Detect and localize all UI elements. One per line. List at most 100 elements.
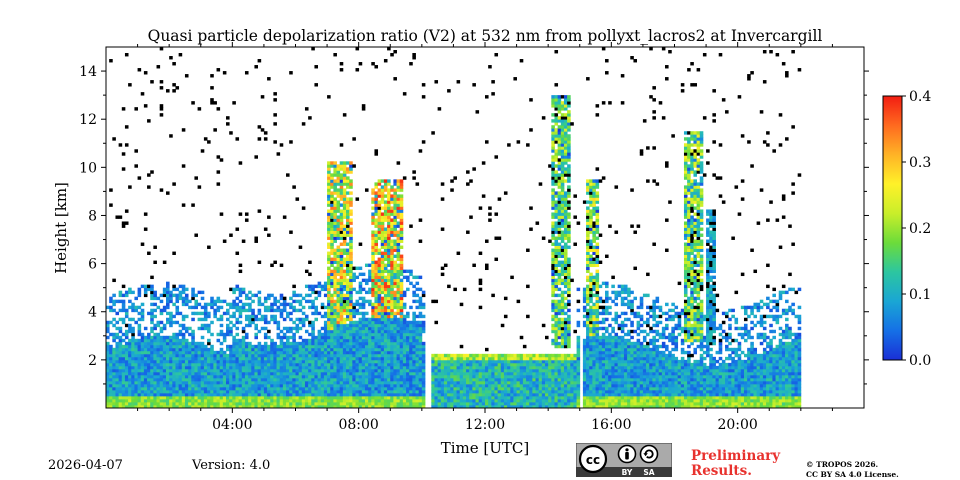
heatmap-cell	[494, 359, 499, 364]
heatmap-cell	[358, 377, 363, 382]
heatmap-cell	[169, 317, 173, 322]
heatmap-cell	[210, 377, 214, 382]
heatmap-cell	[298, 308, 303, 313]
heatmap-cell	[453, 353, 457, 358]
heatmap-cell	[169, 383, 173, 388]
heatmap-cell	[317, 311, 322, 316]
heatmap-cell	[156, 356, 161, 361]
heatmap-cell	[475, 389, 480, 394]
heatmap-cell	[497, 389, 502, 394]
heatmap-cell	[147, 341, 151, 346]
heatmap-cell	[248, 353, 252, 358]
heatmap-cell	[415, 314, 420, 319]
heatmap-cell	[421, 395, 426, 400]
heatmap-cell	[147, 386, 151, 391]
heatmap-cell	[241, 377, 246, 382]
heatmap-cell	[551, 398, 555, 403]
heatmap-cell	[203, 392, 208, 397]
heatmap-cell	[551, 326, 555, 331]
heatmap-cell	[150, 398, 154, 403]
heatmap-cell	[327, 227, 331, 231]
heatmap-cell	[548, 377, 552, 382]
heatmap-cell	[282, 215, 287, 219]
heatmap-cell	[339, 194, 344, 198]
heatmap-cell	[213, 404, 217, 408]
heatmap-cell	[478, 278, 483, 283]
heatmap-cell	[244, 386, 249, 391]
heatmap-cell	[333, 308, 337, 313]
heatmap-cell	[380, 344, 385, 349]
heatmap-cell	[488, 362, 492, 367]
heatmap-cell	[257, 401, 262, 406]
heatmap-cell	[500, 401, 505, 406]
heatmap-cell	[124, 392, 129, 397]
heatmap-cell	[166, 404, 170, 408]
heatmap-cell	[292, 335, 296, 340]
heatmap-cell	[396, 404, 401, 408]
heatmap-cell	[279, 341, 284, 346]
heatmap-cell	[390, 224, 394, 228]
heatmap-cell	[112, 404, 116, 408]
heatmap-cell	[121, 356, 126, 361]
heatmap-cell	[106, 392, 110, 397]
heatmap-cell	[472, 377, 476, 382]
heatmap-cell	[434, 401, 439, 406]
heatmap-cell	[346, 197, 350, 201]
heatmap-cell	[175, 332, 180, 337]
heatmap-cell	[538, 389, 543, 394]
heatmap-cell	[387, 275, 391, 280]
heatmap-cell	[387, 191, 391, 195]
heatmap-cell	[143, 104, 148, 108]
heatmap-cell	[172, 395, 176, 400]
heatmap-cell	[295, 404, 300, 408]
heatmap-cell	[115, 362, 120, 367]
heatmap-cell	[153, 398, 157, 403]
heatmap-cell	[207, 380, 211, 385]
heatmap-cell	[402, 380, 407, 385]
heatmap-cell	[393, 338, 397, 343]
heatmap-cell	[412, 290, 416, 295]
heatmap-cell	[349, 161, 353, 165]
heatmap-cell	[330, 389, 334, 394]
heatmap-cell	[402, 290, 407, 295]
heatmap-cell	[336, 233, 341, 237]
heatmap-cell	[396, 185, 401, 189]
heatmap-cell	[159, 80, 164, 84]
heatmap-cell	[267, 233, 271, 237]
heatmap-cell	[311, 368, 315, 373]
heatmap-cell	[535, 371, 540, 376]
heatmap-cell	[235, 404, 240, 408]
heatmap-cell	[216, 404, 221, 408]
heatmap-cell	[270, 302, 274, 307]
heatmap-cell	[339, 296, 344, 301]
heatmap-cell	[150, 389, 154, 394]
heatmap-cell	[286, 371, 290, 376]
heatmap-cell	[292, 326, 296, 331]
heatmap-cell	[188, 392, 192, 397]
heatmap-cell	[279, 329, 284, 334]
heatmap-cell	[314, 290, 319, 295]
heatmap-cell	[374, 296, 379, 301]
heatmap-cell	[304, 386, 309, 391]
heatmap-cell	[399, 338, 404, 343]
heatmap-cell	[235, 353, 240, 358]
heatmap-cell	[169, 293, 173, 298]
heatmap-cell	[507, 359, 511, 364]
heatmap-cell	[554, 242, 559, 246]
heatmap-cell	[396, 377, 401, 382]
heatmap-cell	[377, 263, 382, 268]
heatmap-cell	[522, 356, 527, 361]
heatmap-cell	[172, 401, 176, 406]
heatmap-cell	[289, 371, 293, 376]
heatmap-cell	[191, 386, 195, 391]
heatmap-cell	[137, 350, 142, 355]
heatmap-cell	[481, 356, 486, 361]
heatmap-cell	[371, 320, 375, 325]
heatmap-cell	[358, 335, 363, 340]
heatmap-cell	[178, 374, 183, 379]
heatmap-cell	[330, 299, 334, 304]
heatmap-cell	[475, 383, 480, 388]
heatmap-cell	[327, 380, 331, 385]
heatmap-cell	[349, 260, 353, 264]
heatmap-cell	[134, 341, 138, 346]
